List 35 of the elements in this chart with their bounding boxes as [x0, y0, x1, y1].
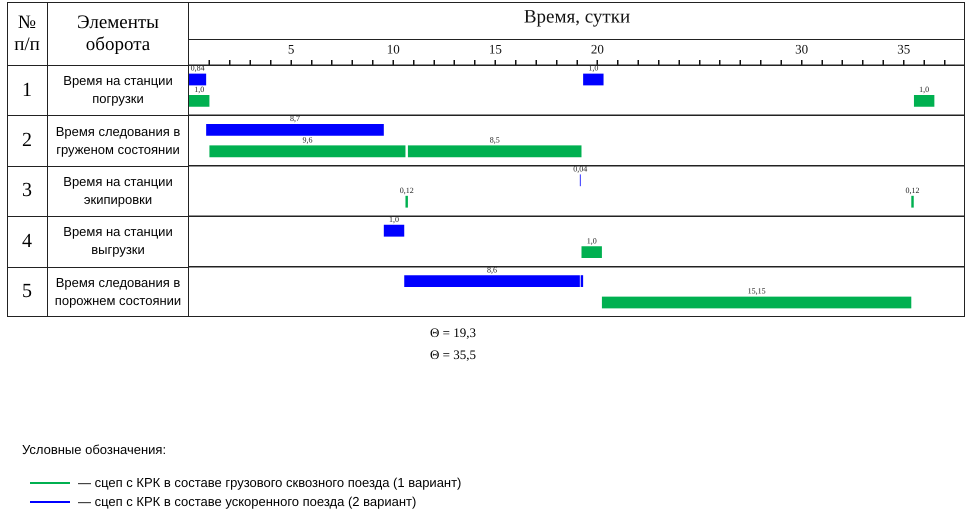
legend-title: Условные обозначения: — [22, 441, 168, 459]
data-label: 1,0 — [389, 214, 400, 224]
x-tick-label: 35 — [897, 42, 910, 57]
text: № п/п — [13, 12, 41, 56]
text: 3 — [21, 178, 33, 204]
y-tick-label: Время следования в груженом состоянии — [54, 122, 182, 159]
data-label: 8,5 — [490, 136, 500, 145]
data-label: 1,0 — [919, 85, 930, 94]
text: Θ = 19,3 — [430, 324, 476, 342]
y-tick-label: Время следования в порожнем состоянии — [54, 274, 182, 310]
data-label: 1,0 — [194, 85, 204, 94]
text: Θ = 35,5 — [430, 346, 476, 364]
x-tick-label: 15 — [488, 42, 502, 57]
y-tick-label: Время на станции выгрузки — [62, 223, 174, 260]
x-tick-label: 30 — [795, 42, 808, 57]
data-label: 8,6 — [487, 265, 498, 274]
x-axis-title: Время, сутки — [524, 6, 630, 28]
text: 5 — [21, 279, 33, 304]
data-label: 1,0 — [586, 236, 597, 246]
x-tick-label: 20 — [590, 42, 604, 57]
data-label: 0,12 — [400, 186, 414, 195]
legend-label: — сцеп с КРК в составе грузового сквозного поезда (1 вариант) — [78, 474, 462, 492]
y-tick-label: Время на станции экипировки — [62, 172, 174, 209]
x-tick-label: 5 — [288, 42, 294, 57]
text: 4 — [21, 228, 33, 254]
data-label: 9,6 — [302, 136, 312, 145]
y-tick-label: Время на станции погрузки — [62, 72, 174, 108]
data-label: 8,7 — [290, 114, 300, 124]
data-label: 0,12 — [906, 186, 920, 195]
x-tick-label: 10 — [386, 42, 400, 57]
text: 2 — [21, 128, 33, 154]
text: 1 — [21, 78, 33, 103]
y-axis-title: Элементы оборота — [76, 10, 160, 56]
data-label: 15,15 — [748, 286, 766, 296]
legend-label: — сцеп с КРК в составе ускоренного поезда (2 вариант) — [78, 493, 416, 509]
